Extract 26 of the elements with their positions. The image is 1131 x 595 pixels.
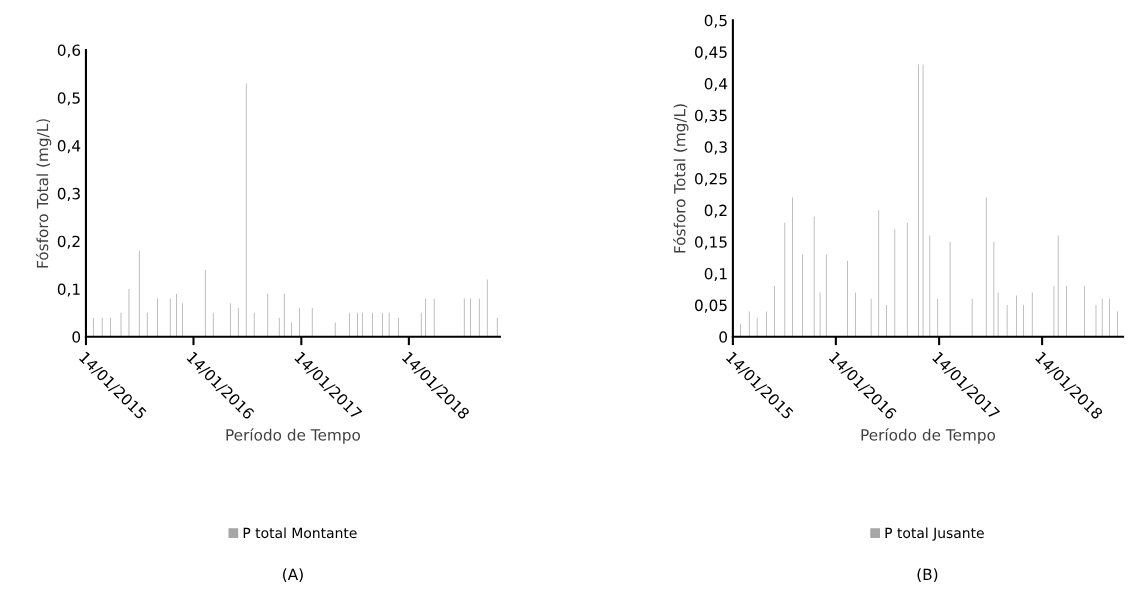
- y-tick-label: 0,4: [57, 140, 81, 154]
- y-tick-label: 0,05: [695, 299, 727, 313]
- y-tick-label: 0: [72, 331, 81, 343]
- y-axis-title: Fósforo Total (mg/L): [673, 104, 689, 253]
- y-tick-label: 0,4: [704, 78, 728, 92]
- y-tick-label: 0,1: [704, 267, 727, 282]
- text: (A): [283, 568, 303, 582]
- y-tick-label: 0,1: [57, 283, 80, 297]
- y-tick-label: 0,35: [695, 109, 727, 123]
- y-tick-label: 0,25: [695, 172, 727, 187]
- y-tick-label: 0: [719, 331, 728, 343]
- legend-label: P total Jusante: [885, 527, 984, 541]
- y-tick-label: 0,3: [57, 187, 80, 201]
- text: (B): [917, 568, 938, 582]
- y-tick-label: 0,6: [57, 44, 81, 58]
- y-tick-label: 0,15: [695, 236, 727, 250]
- y-tick-label: 0,45: [695, 46, 727, 60]
- y-tick-label: 0,5: [57, 92, 80, 106]
- y-axis-title: Fósforo Total (mg/L): [35, 119, 52, 268]
- y-tick-label: 0,3: [704, 141, 727, 155]
- x-axis-title: Período de Tempo: [226, 428, 361, 444]
- y-tick-label: 0,2: [57, 235, 80, 249]
- legend-label: P total Montante: [243, 527, 357, 539]
- x-axis-title: Período de Tempo: [861, 428, 996, 444]
- y-tick-label: 0,2: [704, 204, 727, 218]
- y-tick-label: 0,5: [704, 14, 727, 28]
